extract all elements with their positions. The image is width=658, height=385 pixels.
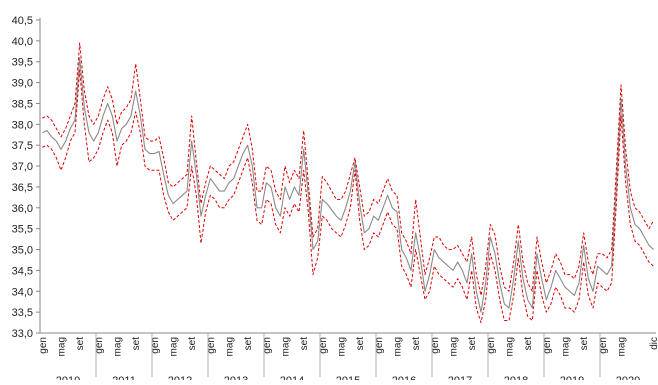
series-line-estimate (42, 57, 655, 313)
x-tick-label: set (187, 337, 198, 351)
x-tick-label: gen (598, 337, 609, 354)
series-line-upper-bound (42, 42, 655, 296)
x-tick-label: mag (561, 337, 572, 356)
y-tick-label: 38,5 (12, 98, 33, 110)
x-tick-label: set (299, 337, 310, 351)
y-tick-label: 39,0 (12, 78, 33, 90)
x-tick-label: mag (449, 337, 460, 356)
x-tick-label: set (411, 337, 422, 351)
y-axis: 33,0 33,5 34,0 34,5 35,0 35,5 36,0 36,5 37,0 37,5… (12, 15, 41, 340)
y-tick-label: 40,5 (12, 15, 33, 27)
year-label: 2020 (616, 375, 640, 380)
y-tick-label: 33,5 (12, 307, 33, 319)
x-tick-label: mag (281, 337, 292, 356)
x-tick-label: mag (57, 337, 68, 356)
year-label: 2014 (280, 375, 304, 380)
y-tick-label: 36,0 (12, 203, 33, 215)
x-tick-label: set (243, 337, 254, 351)
x-tick-label: mag (113, 337, 124, 356)
y-tick-label: 36,5 (12, 182, 33, 194)
x-tick-label: set (467, 337, 478, 351)
y-tick-label: 37,5 (12, 140, 33, 152)
year-label: 2012 (168, 375, 192, 380)
x-tick-label: gen (94, 337, 105, 354)
y-tick-label: 34,5 (12, 265, 33, 277)
x-tick-label: mag (337, 337, 348, 356)
x-tick-label: set (131, 337, 142, 351)
x-tick-label: mag (393, 337, 404, 356)
x-tick-label: dic (649, 337, 658, 350)
x-tick-label: gen (318, 337, 329, 354)
series-line-lower-bound (42, 69, 655, 324)
x-tick-label: set (355, 337, 366, 351)
year-label: 2010 (56, 375, 80, 380)
year-label: 2015 (336, 375, 360, 380)
y-tick-label: 40,0 (12, 36, 33, 48)
y-tick-label: 35,0 (12, 245, 33, 257)
x-tick-label: gen (262, 337, 273, 354)
y-tick-label: 34,0 (12, 286, 33, 298)
year-label: 2017 (448, 375, 472, 380)
y-tick-label: 35,5 (12, 224, 33, 236)
x-tick-label: mag (225, 337, 236, 356)
year-label: 2019 (560, 375, 584, 380)
x-tick-label: gen (374, 337, 385, 354)
year-label: 2011 (112, 375, 136, 380)
x-tick-label: gen (430, 337, 441, 354)
year-label: 2013 (224, 375, 248, 380)
x-axis: genmagset2010genmagset2011genmagset2012g… (38, 332, 658, 385)
x-tick-label: set (523, 337, 534, 351)
x-tick-label: set (75, 337, 86, 351)
y-tick-label: 33,0 (12, 328, 33, 340)
x-tick-label: gen (150, 337, 161, 354)
y-tick-label: 37,0 (12, 161, 33, 173)
y-tick-label: 39,5 (12, 57, 33, 69)
year-label: 2016 (392, 375, 416, 380)
x-tick-label: mag (617, 337, 628, 356)
x-tick-label: mag (505, 337, 516, 356)
x-tick-label: gen (486, 337, 497, 354)
x-tick-label: set (579, 337, 590, 351)
x-tick-label: mag (169, 337, 180, 356)
x-tick-label: gen (206, 337, 217, 354)
x-tick-label: gen (38, 337, 49, 354)
x-tick-label: gen (542, 337, 553, 354)
year-label: 2018 (504, 375, 528, 380)
series-group (42, 42, 655, 324)
y-tick-label: 38,0 (12, 119, 33, 131)
